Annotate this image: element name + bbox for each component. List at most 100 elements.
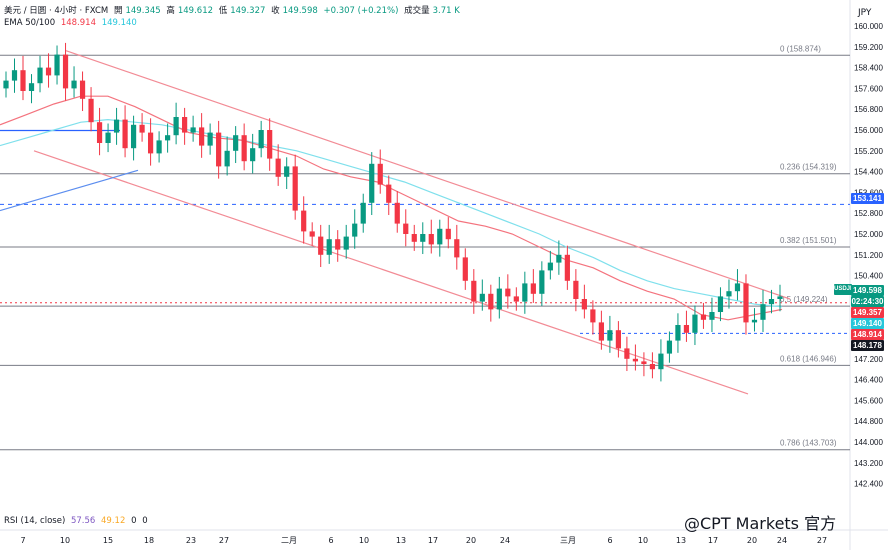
candle: [20, 55, 26, 101]
candle-body: [275, 158, 281, 177]
y-tick-label: 153.600: [854, 188, 883, 197]
candle-body: [190, 127, 196, 133]
fib-level-label: 0.236 (154.319): [780, 163, 837, 172]
candle-body: [113, 119, 120, 133]
candle-body: [743, 283, 749, 323]
price-tag: 149.598: [851, 285, 884, 296]
candle: [216, 120, 222, 179]
x-tick-label: 24: [500, 536, 510, 545]
candle-body: [573, 280, 579, 299]
y-tick-label: 158.400: [854, 64, 883, 73]
x-tick-label: 10: [638, 536, 648, 545]
candle: [28, 74, 35, 104]
x-tick-label: 15: [103, 536, 113, 545]
candle: [147, 118, 154, 166]
candle-body: [403, 223, 409, 234]
candle: [573, 269, 579, 312]
candle: [377, 149, 383, 194]
candle: [564, 245, 570, 290]
candle: [734, 269, 741, 301]
candle: [666, 331, 673, 363]
candle: [615, 321, 621, 358]
candle-body: [182, 117, 188, 133]
candle: [547, 250, 553, 280]
candle: [386, 175, 392, 216]
x-tick-label: 13: [676, 536, 686, 545]
candle: [675, 313, 681, 353]
candle-body: [216, 132, 222, 167]
y-tick-label: 144.800: [854, 417, 883, 426]
candle: [709, 297, 715, 333]
y-tick-label: 144.000: [854, 438, 883, 447]
candle: [139, 113, 145, 142]
y-tick-label: 157.600: [854, 84, 883, 93]
rsi-value-1: 57.56: [70, 516, 96, 526]
candle: [760, 289, 766, 333]
candle-body: [54, 54, 60, 76]
candle-body: [79, 80, 86, 99]
candle: [96, 107, 103, 156]
candle-body: [224, 150, 230, 167]
rsi-legend[interactable]: RSI (14, close) 57.56 49.12 0 0: [4, 516, 151, 526]
candle-body: [479, 293, 485, 302]
price-tag: 148.914: [851, 329, 884, 340]
candle: [352, 209, 358, 249]
candle-body: [122, 119, 128, 149]
ema-legend[interactable]: EMA 50/100 148.914 149.140: [4, 18, 140, 28]
y-tick-label: 152.800: [854, 209, 883, 218]
candle-body: [530, 283, 536, 294]
candle-body: [233, 135, 239, 151]
candle-body: [284, 166, 290, 177]
candle: [462, 248, 468, 290]
candle: [751, 308, 758, 332]
candle-body: [147, 132, 154, 154]
candle-body: [556, 254, 562, 263]
candle: [292, 154, 298, 220]
symbol-label[interactable]: 美元 / 日圆 · 4小时 · FXCM: [4, 6, 109, 16]
candle-body: [3, 80, 9, 89]
y-tick-label: 151.200: [854, 251, 883, 260]
candle: [241, 123, 247, 171]
x-tick-label: 6: [328, 536, 333, 545]
candle-body: [462, 257, 468, 281]
candle-body: [420, 234, 426, 242]
candle: [275, 144, 281, 186]
candle-body: [199, 127, 205, 146]
candle: [768, 289, 775, 314]
candle-body: [683, 325, 690, 333]
candle: [113, 107, 120, 145]
candle: [777, 284, 783, 312]
high-label: 高: [166, 6, 175, 16]
candle: [726, 279, 732, 309]
candle: [54, 45, 60, 85]
x-tick-label: 27: [817, 536, 827, 545]
candle-body: [156, 140, 162, 154]
candle-body: [649, 364, 656, 370]
volume-value: 3.71 K: [432, 6, 460, 16]
candle: [318, 224, 324, 268]
candle: [530, 269, 536, 303]
candle: [45, 53, 52, 88]
candle: [454, 224, 460, 270]
candle: [641, 352, 647, 377]
candle: [607, 315, 613, 353]
y-tick-label: 143.200: [854, 459, 883, 468]
candle-body: [590, 309, 596, 323]
candle: [420, 222, 426, 255]
candle: [496, 276, 502, 319]
watermark-text: @CPT Markets 官方: [684, 514, 837, 533]
candle: [190, 115, 196, 142]
x-tick-label: 17: [428, 536, 438, 545]
channel-upper-line: [65, 50, 791, 300]
candle-body: [335, 239, 341, 250]
candle-body: [20, 70, 26, 91]
candle: [156, 131, 162, 163]
candle: [403, 209, 409, 247]
candle-body: [130, 124, 137, 149]
candle: [505, 274, 511, 309]
ema100-value: 149.140: [101, 18, 137, 28]
candle-body: [37, 67, 43, 84]
candle: [11, 58, 18, 93]
rsi-value-3: 0: [131, 516, 137, 526]
candle-body: [760, 304, 766, 320]
